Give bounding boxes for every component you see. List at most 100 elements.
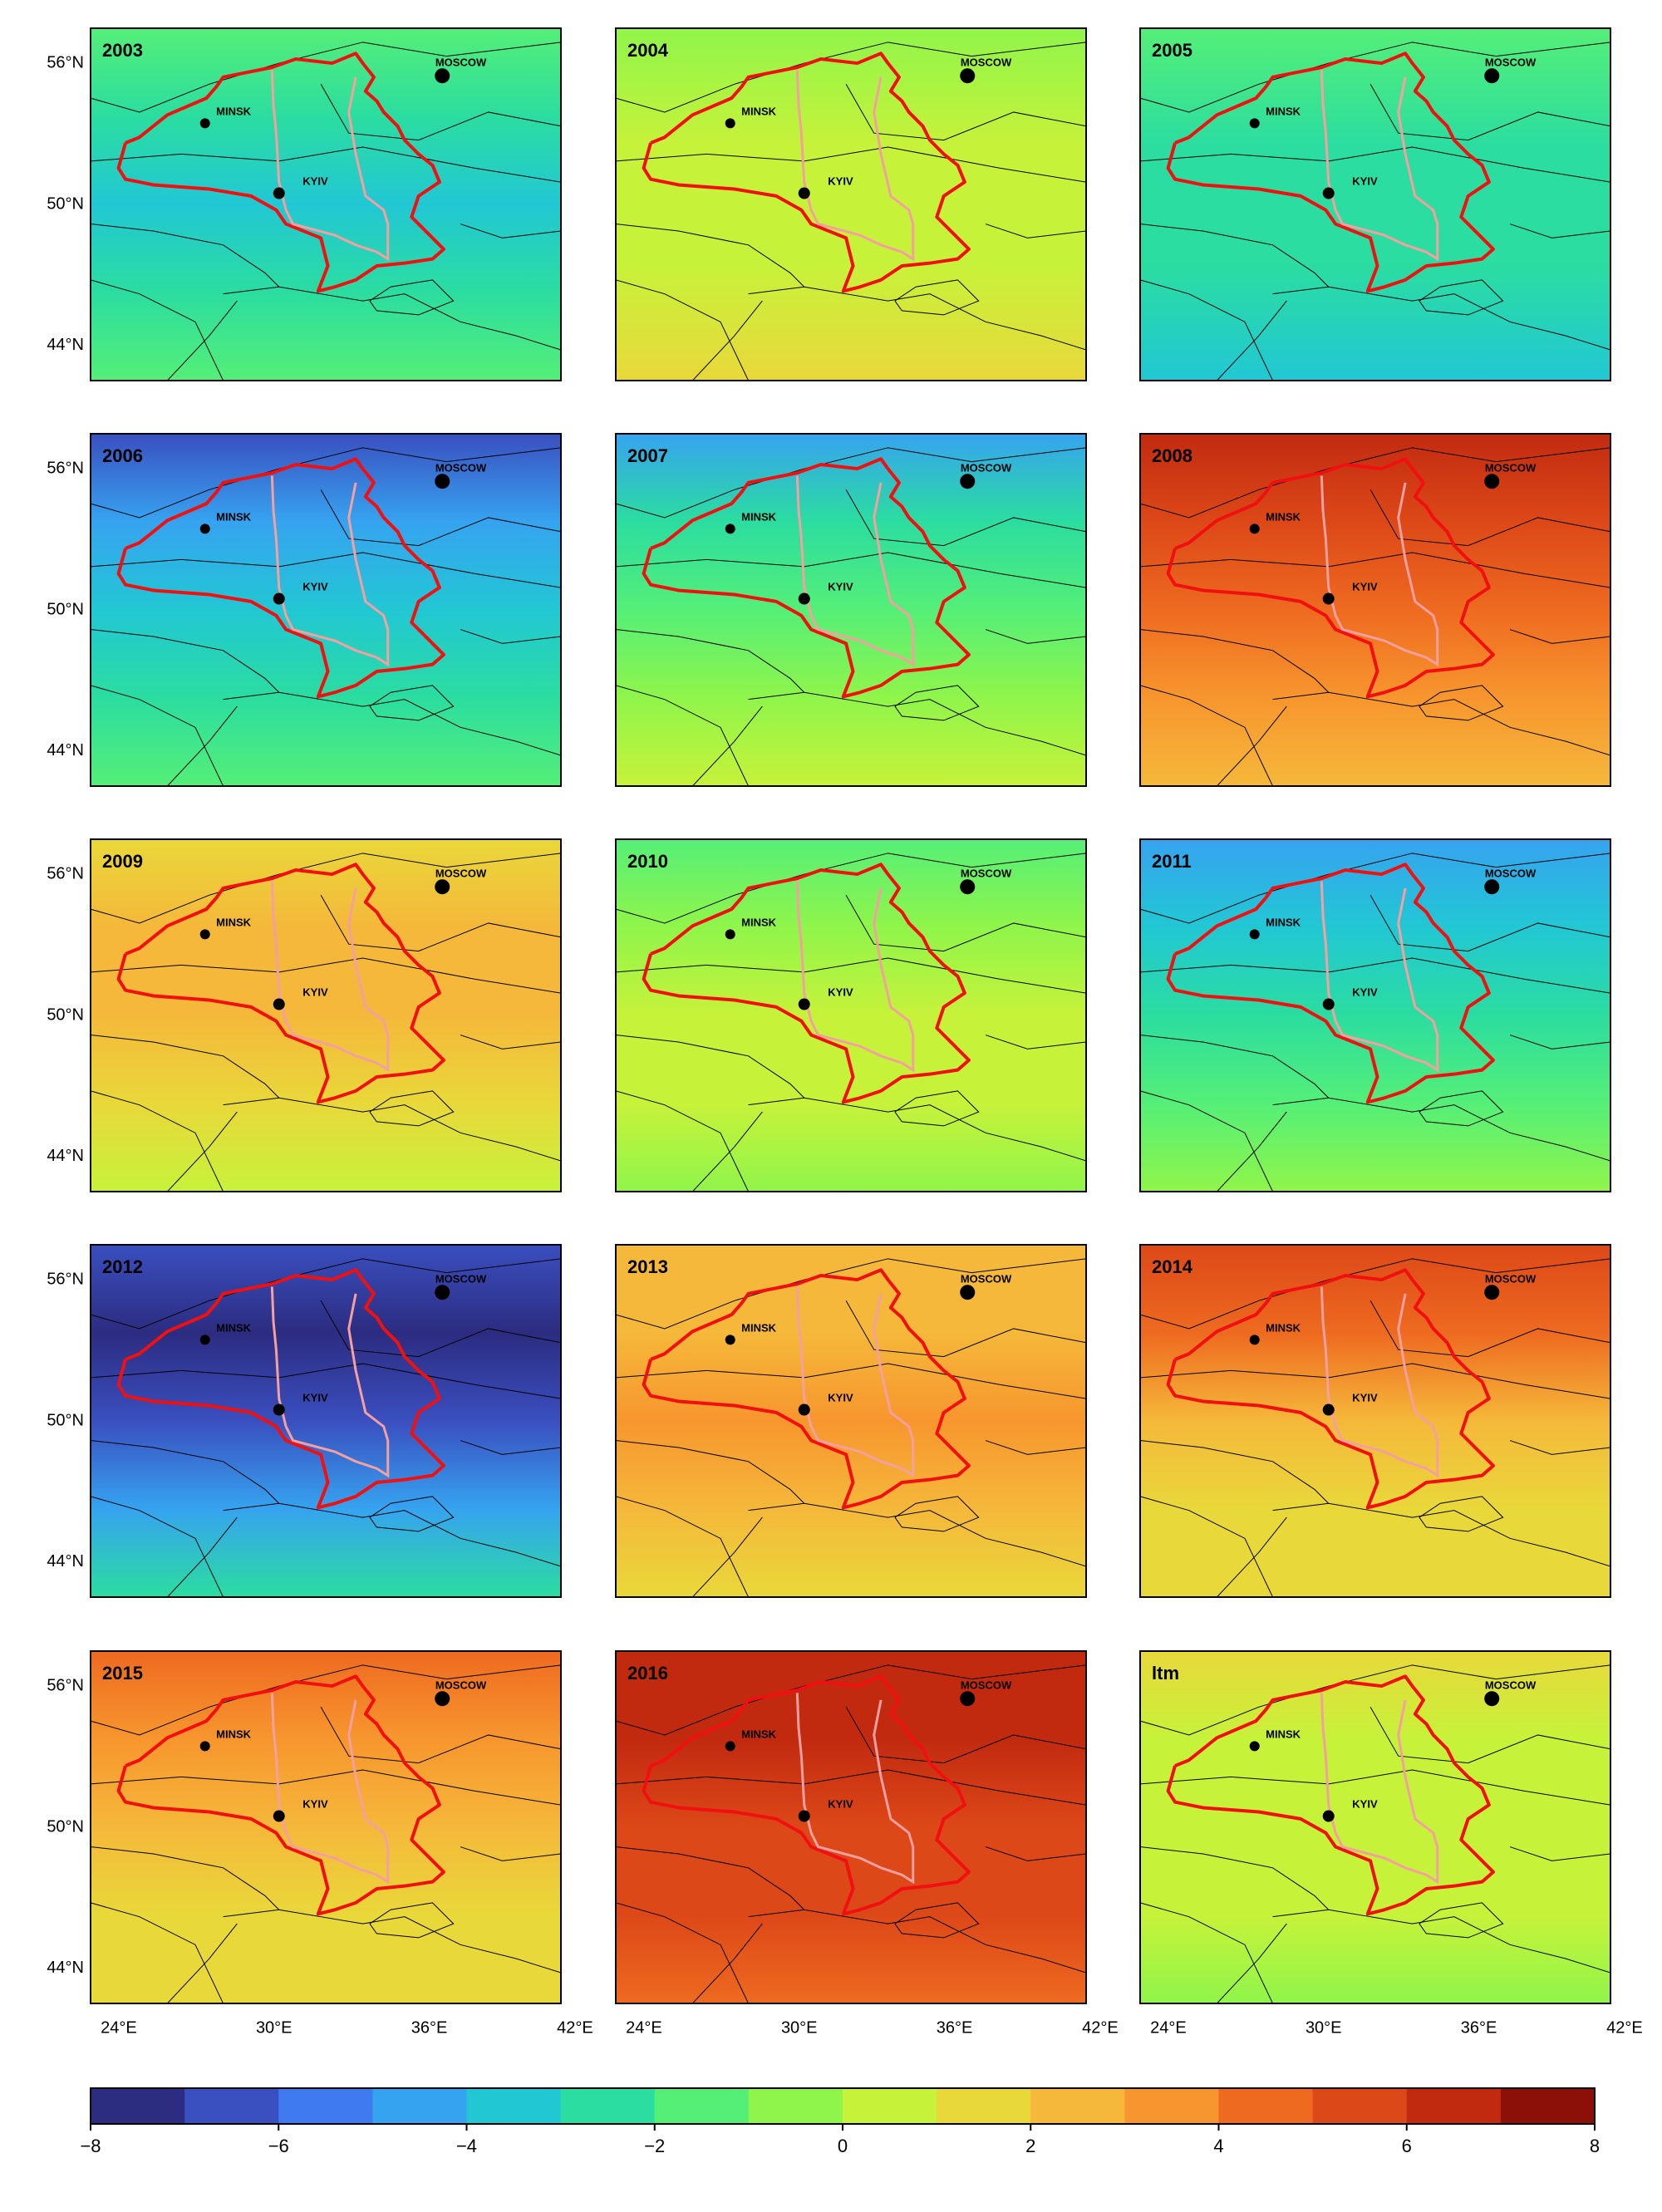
anomaly-field xyxy=(616,1245,1086,1597)
colorbar-bin xyxy=(278,2088,373,2124)
border-line xyxy=(616,1441,804,1504)
city-label: MOSCOW xyxy=(1485,462,1537,474)
border-line xyxy=(224,692,561,755)
city-dot xyxy=(798,187,810,199)
border-line xyxy=(224,1910,561,1973)
city-dot xyxy=(960,879,976,895)
map-panel xyxy=(1140,839,1610,1192)
basin-outline xyxy=(119,53,444,291)
panel-label: 2004 xyxy=(627,40,669,61)
lat-label: 44°N xyxy=(47,741,84,759)
colorbar-bin xyxy=(1218,2088,1314,2124)
border-line xyxy=(1140,686,1273,786)
basin-outline xyxy=(644,459,969,696)
city-label: MINSK xyxy=(741,1321,777,1334)
border-line xyxy=(91,1091,224,1192)
city-dot xyxy=(435,68,450,84)
map-panel xyxy=(616,28,1086,381)
city-dot xyxy=(199,524,210,534)
panel-label: 2012 xyxy=(102,1256,143,1277)
map-panel xyxy=(616,839,1086,1192)
city-label: MOSCOW xyxy=(961,1679,1012,1692)
panel-label: 2003 xyxy=(102,40,143,61)
city-label: MOSCOW xyxy=(435,462,487,474)
border-line xyxy=(167,1517,237,1597)
border-line xyxy=(616,1770,1086,1805)
panel-frame xyxy=(90,1244,562,1598)
border-line xyxy=(1510,630,1610,644)
border-line xyxy=(321,84,561,140)
river-line xyxy=(272,475,387,664)
border-line xyxy=(1419,280,1503,315)
basin-outline xyxy=(644,1270,969,1507)
river-line xyxy=(1321,475,1437,664)
panel-label: 2005 xyxy=(1152,40,1192,61)
border-line xyxy=(1140,280,1273,381)
border-line xyxy=(846,895,1086,951)
lon-label: 24°E xyxy=(1150,2018,1187,2037)
panel-frame xyxy=(615,433,1087,787)
border-line xyxy=(986,1847,1086,1861)
panel-frame xyxy=(90,27,562,381)
colorbar-bin xyxy=(184,2088,279,2124)
border-line xyxy=(460,224,561,238)
border-line xyxy=(692,706,762,786)
border-line xyxy=(1217,706,1286,786)
city-label: MINSK xyxy=(741,510,777,523)
lat-label: 44°N xyxy=(47,1147,84,1165)
border-line xyxy=(91,1364,561,1398)
lon-label: 36°E xyxy=(937,2018,973,2037)
border-line xyxy=(1217,1924,1286,2003)
panel-frame xyxy=(1139,1650,1611,2004)
border-line xyxy=(1273,1910,1610,1973)
city-dot xyxy=(273,998,285,1010)
river-line xyxy=(1321,881,1437,1069)
city-dot xyxy=(798,592,810,605)
panel-label: 2008 xyxy=(1152,445,1192,466)
lon-label: 42°E xyxy=(557,2018,593,2037)
city-dot xyxy=(960,474,976,489)
city-label: KYIV xyxy=(1352,581,1378,593)
border-line xyxy=(1510,1441,1610,1455)
border-line xyxy=(749,1910,1086,1973)
map-panel xyxy=(91,434,561,786)
border-line xyxy=(616,553,1086,587)
panel-label: 2013 xyxy=(627,1256,668,1277)
map-panel xyxy=(91,1245,561,1597)
panel-frame xyxy=(615,27,1087,381)
city-label: MOSCOW xyxy=(435,57,487,69)
river-line xyxy=(1321,1286,1437,1475)
border-line xyxy=(692,1517,762,1597)
city-label: MOSCOW xyxy=(435,1273,487,1285)
river-line xyxy=(797,1693,912,1881)
city-label: KYIV xyxy=(1352,175,1378,188)
border-line xyxy=(91,630,279,693)
city-dot xyxy=(273,592,285,605)
city-dot xyxy=(273,1403,285,1416)
anomaly-field xyxy=(1140,1245,1610,1597)
city-dot xyxy=(725,1741,735,1752)
panel-frame xyxy=(90,1650,562,2004)
city-label: KYIV xyxy=(1352,1392,1378,1404)
colorbar-tick-label: −2 xyxy=(644,2136,665,2156)
city-label: MOSCOW xyxy=(1485,1273,1537,1285)
border-line xyxy=(1419,1091,1503,1126)
basin-outline xyxy=(644,53,969,291)
colorbar-bin xyxy=(1030,2088,1125,2124)
city-label: KYIV xyxy=(828,986,853,999)
border-line xyxy=(1510,1035,1610,1049)
lon-label: 42°E xyxy=(1082,2018,1119,2037)
border-line xyxy=(1370,1300,1610,1356)
border-line xyxy=(749,1098,1086,1161)
border-line xyxy=(370,686,454,720)
panel-label: 2009 xyxy=(102,851,143,872)
border-line xyxy=(460,1035,561,1049)
map-panel xyxy=(616,1651,1086,2003)
border-line xyxy=(91,686,224,786)
city-label: MINSK xyxy=(741,916,777,928)
basin-outline xyxy=(119,459,444,696)
city-label: MOSCOW xyxy=(961,462,1012,474)
lon-label: 30°E xyxy=(781,2018,818,2037)
river-line xyxy=(272,70,387,258)
